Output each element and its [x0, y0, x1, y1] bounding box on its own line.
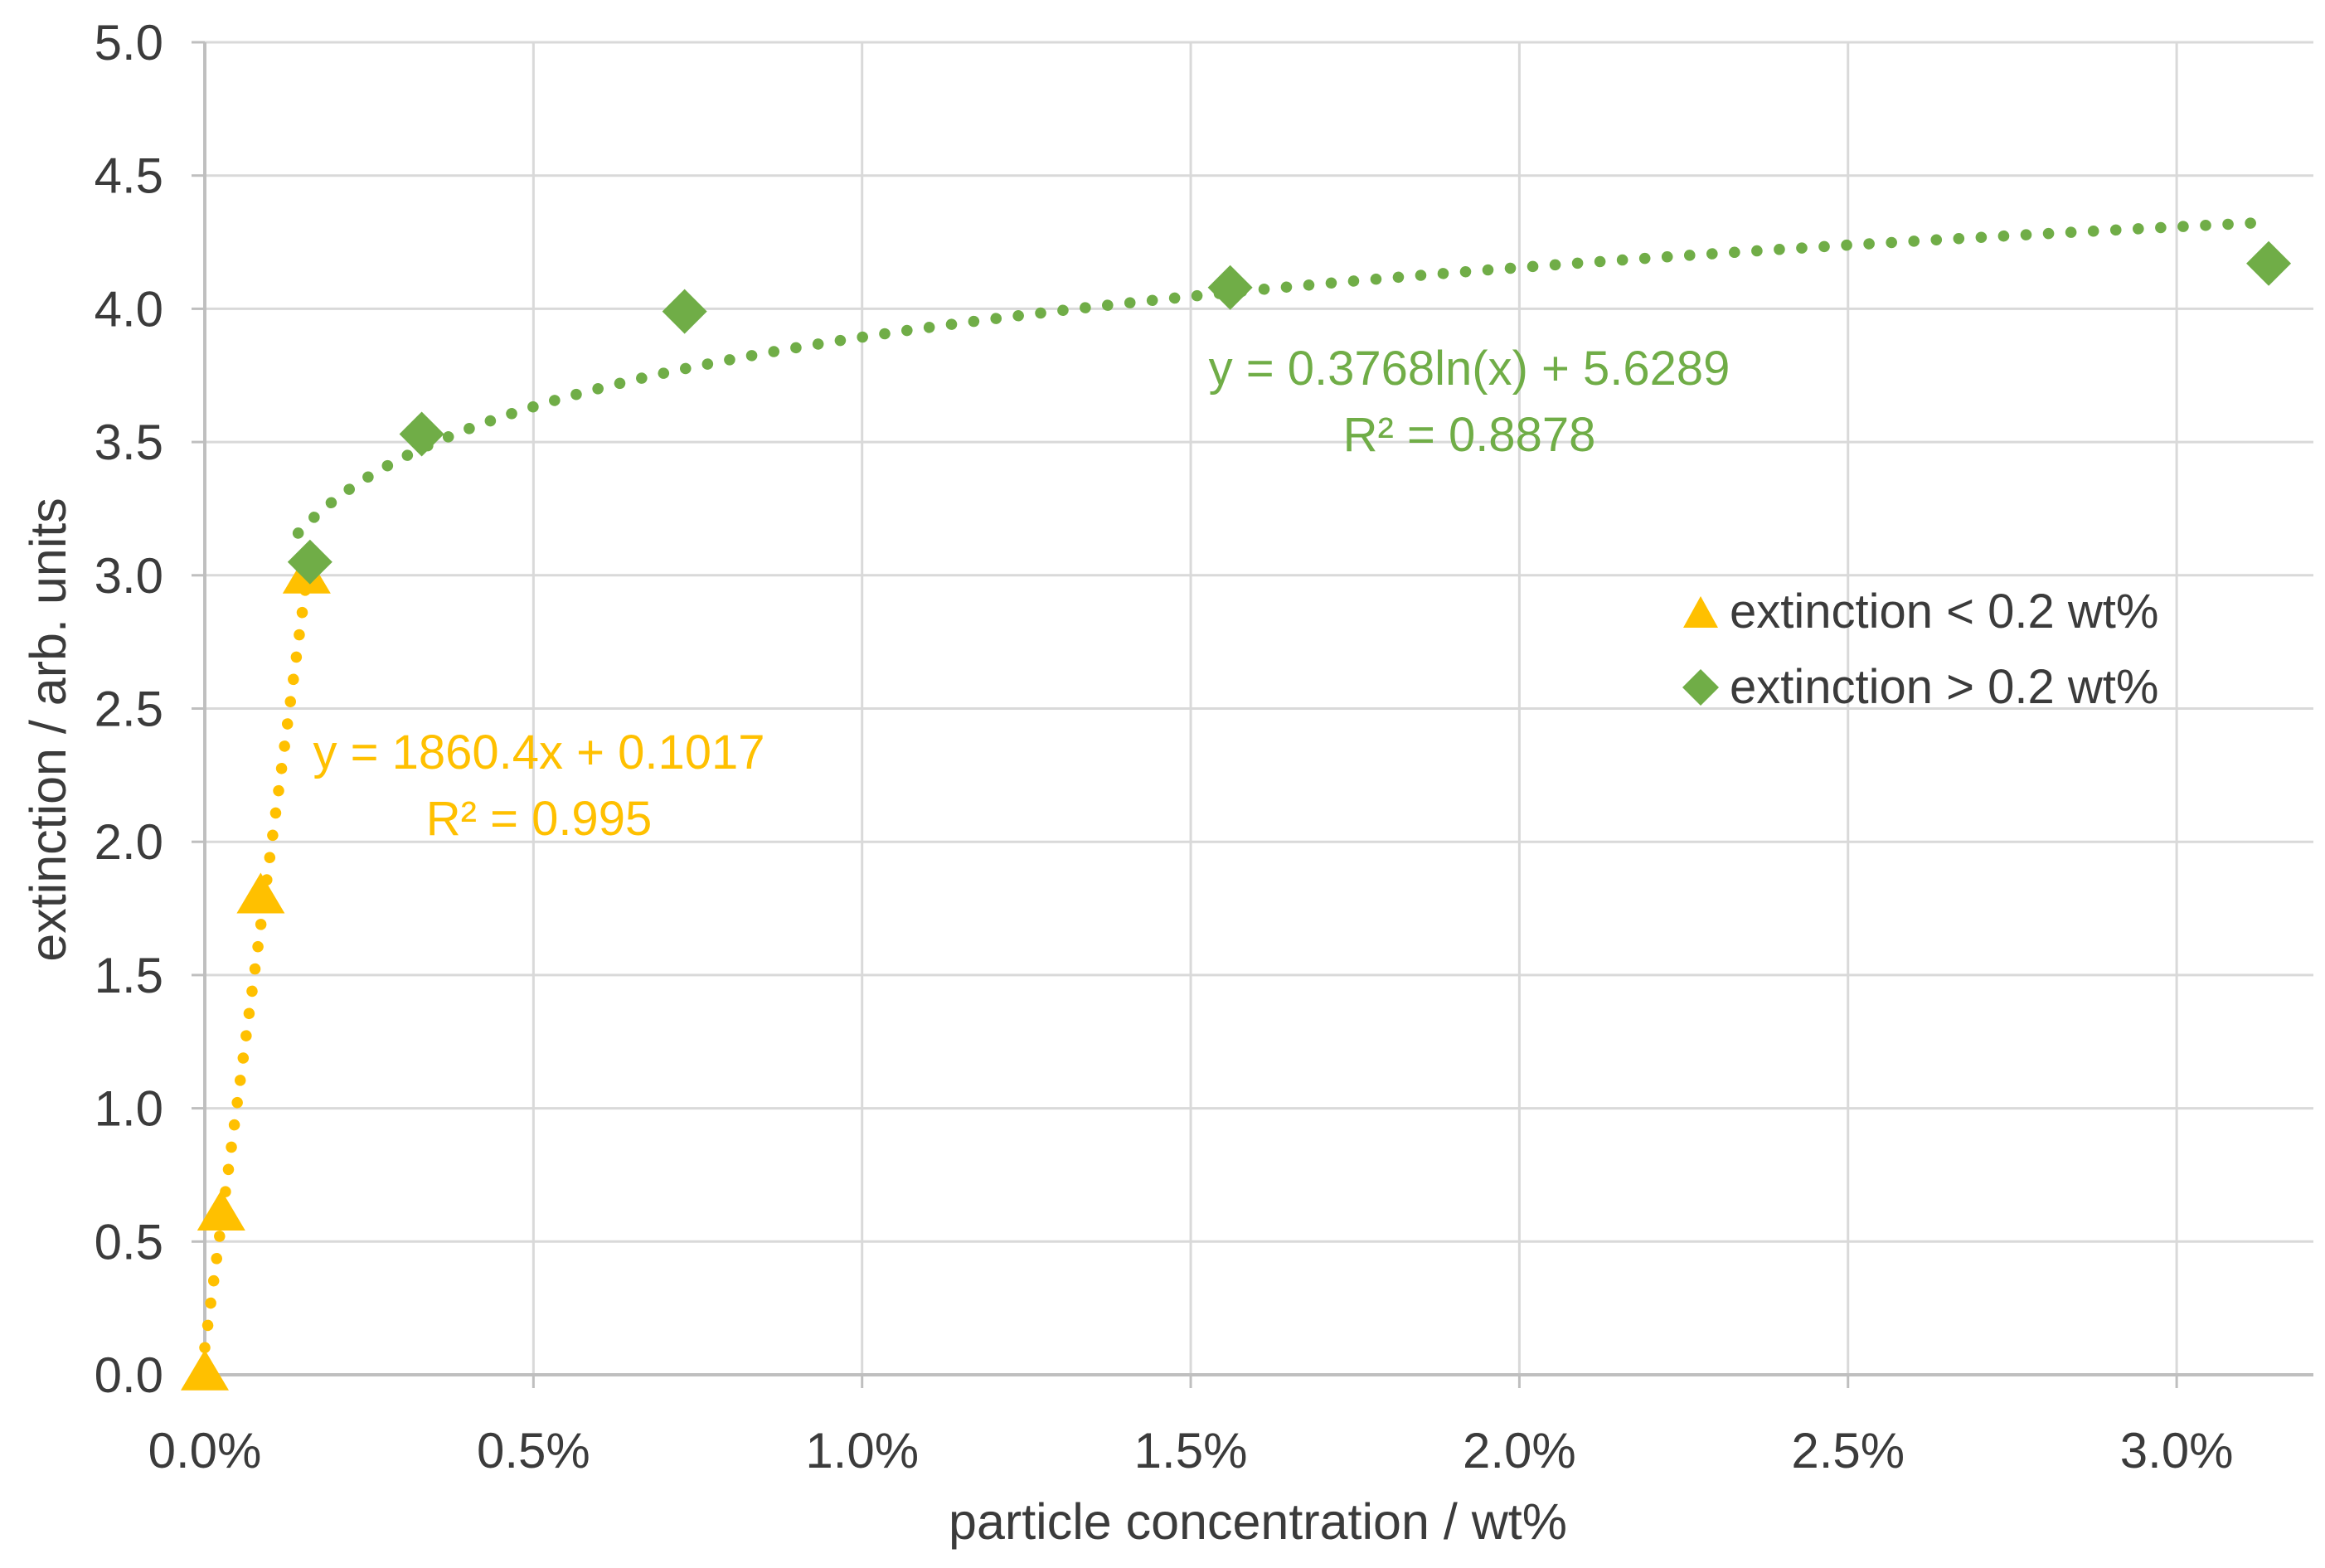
x-tick-label: 1.0%	[805, 1423, 919, 1478]
data-point-diamond	[662, 289, 707, 334]
legend-label: extinction > 0.2 wt%	[1730, 660, 2159, 714]
data-point-diamond	[399, 411, 444, 457]
y-tick-label: 3.5	[95, 415, 163, 470]
y-tick-label: 0.5	[95, 1214, 163, 1269]
y-tick-label: 2.0	[95, 814, 163, 870]
x-tick-label: 2.0%	[1463, 1423, 1576, 1478]
y-tick-label: 3.0	[95, 548, 163, 604]
y-axis-title: extinction / arb. units	[20, 498, 76, 962]
legend-item-below-02: extinction < 0.2 wt%	[1682, 574, 2158, 649]
x-tick-label: 2.5%	[1791, 1423, 1905, 1478]
triangle-icon	[1683, 595, 1718, 628]
y-tick-label: 1.0	[95, 1081, 163, 1137]
y-tick-label: 4.0	[95, 281, 163, 337]
legend-item-above-02: extinction > 0.2 wt%	[1682, 649, 2158, 725]
data-point-diamond	[287, 539, 332, 585]
legend-label: extinction < 0.2 wt%	[1730, 585, 2159, 638]
data-point-diamond	[1207, 265, 1253, 310]
trendline-equation-linear: y = 1860.4x + 0.1017 R² = 0.995	[313, 720, 765, 852]
data-point-triangle	[181, 1349, 229, 1391]
y-tick-label: 4.5	[95, 148, 163, 204]
x-axis-title: particle concentration / wt%	[949, 1493, 1567, 1550]
data-point-triangle	[236, 872, 285, 914]
r-squared-text: R² = 0.8878	[1342, 408, 1596, 462]
diamond-icon	[1682, 668, 1719, 706]
legend: extinction < 0.2 wt% extinction > 0.2 wt…	[1682, 574, 2158, 725]
r-squared-text: R² = 0.995	[425, 792, 653, 846]
x-tick-label: 0.0%	[148, 1423, 262, 1478]
trendline-dotted	[292, 217, 2261, 539]
data-point-triangle	[197, 1189, 245, 1231]
x-tick-label: 0.5%	[477, 1423, 590, 1478]
x-tick-label: 3.0%	[2120, 1423, 2234, 1478]
trendline-equation-log: y = 0.3768ln(x) + 5.6289 R² = 0.8878	[1209, 336, 1730, 468]
y-tick-label: 5.0	[95, 15, 163, 70]
equation-text: y = 0.3768ln(x) + 5.6289	[1208, 342, 1730, 396]
equation-text: y = 1860.4x + 0.1017	[313, 726, 765, 779]
y-tick-label: 2.5	[95, 682, 163, 737]
data-point-diamond	[2246, 240, 2292, 286]
x-tick-label: 1.5%	[1134, 1423, 1248, 1478]
y-tick-label: 1.5	[95, 948, 163, 1003]
y-tick-label: 0.0	[95, 1347, 163, 1403]
